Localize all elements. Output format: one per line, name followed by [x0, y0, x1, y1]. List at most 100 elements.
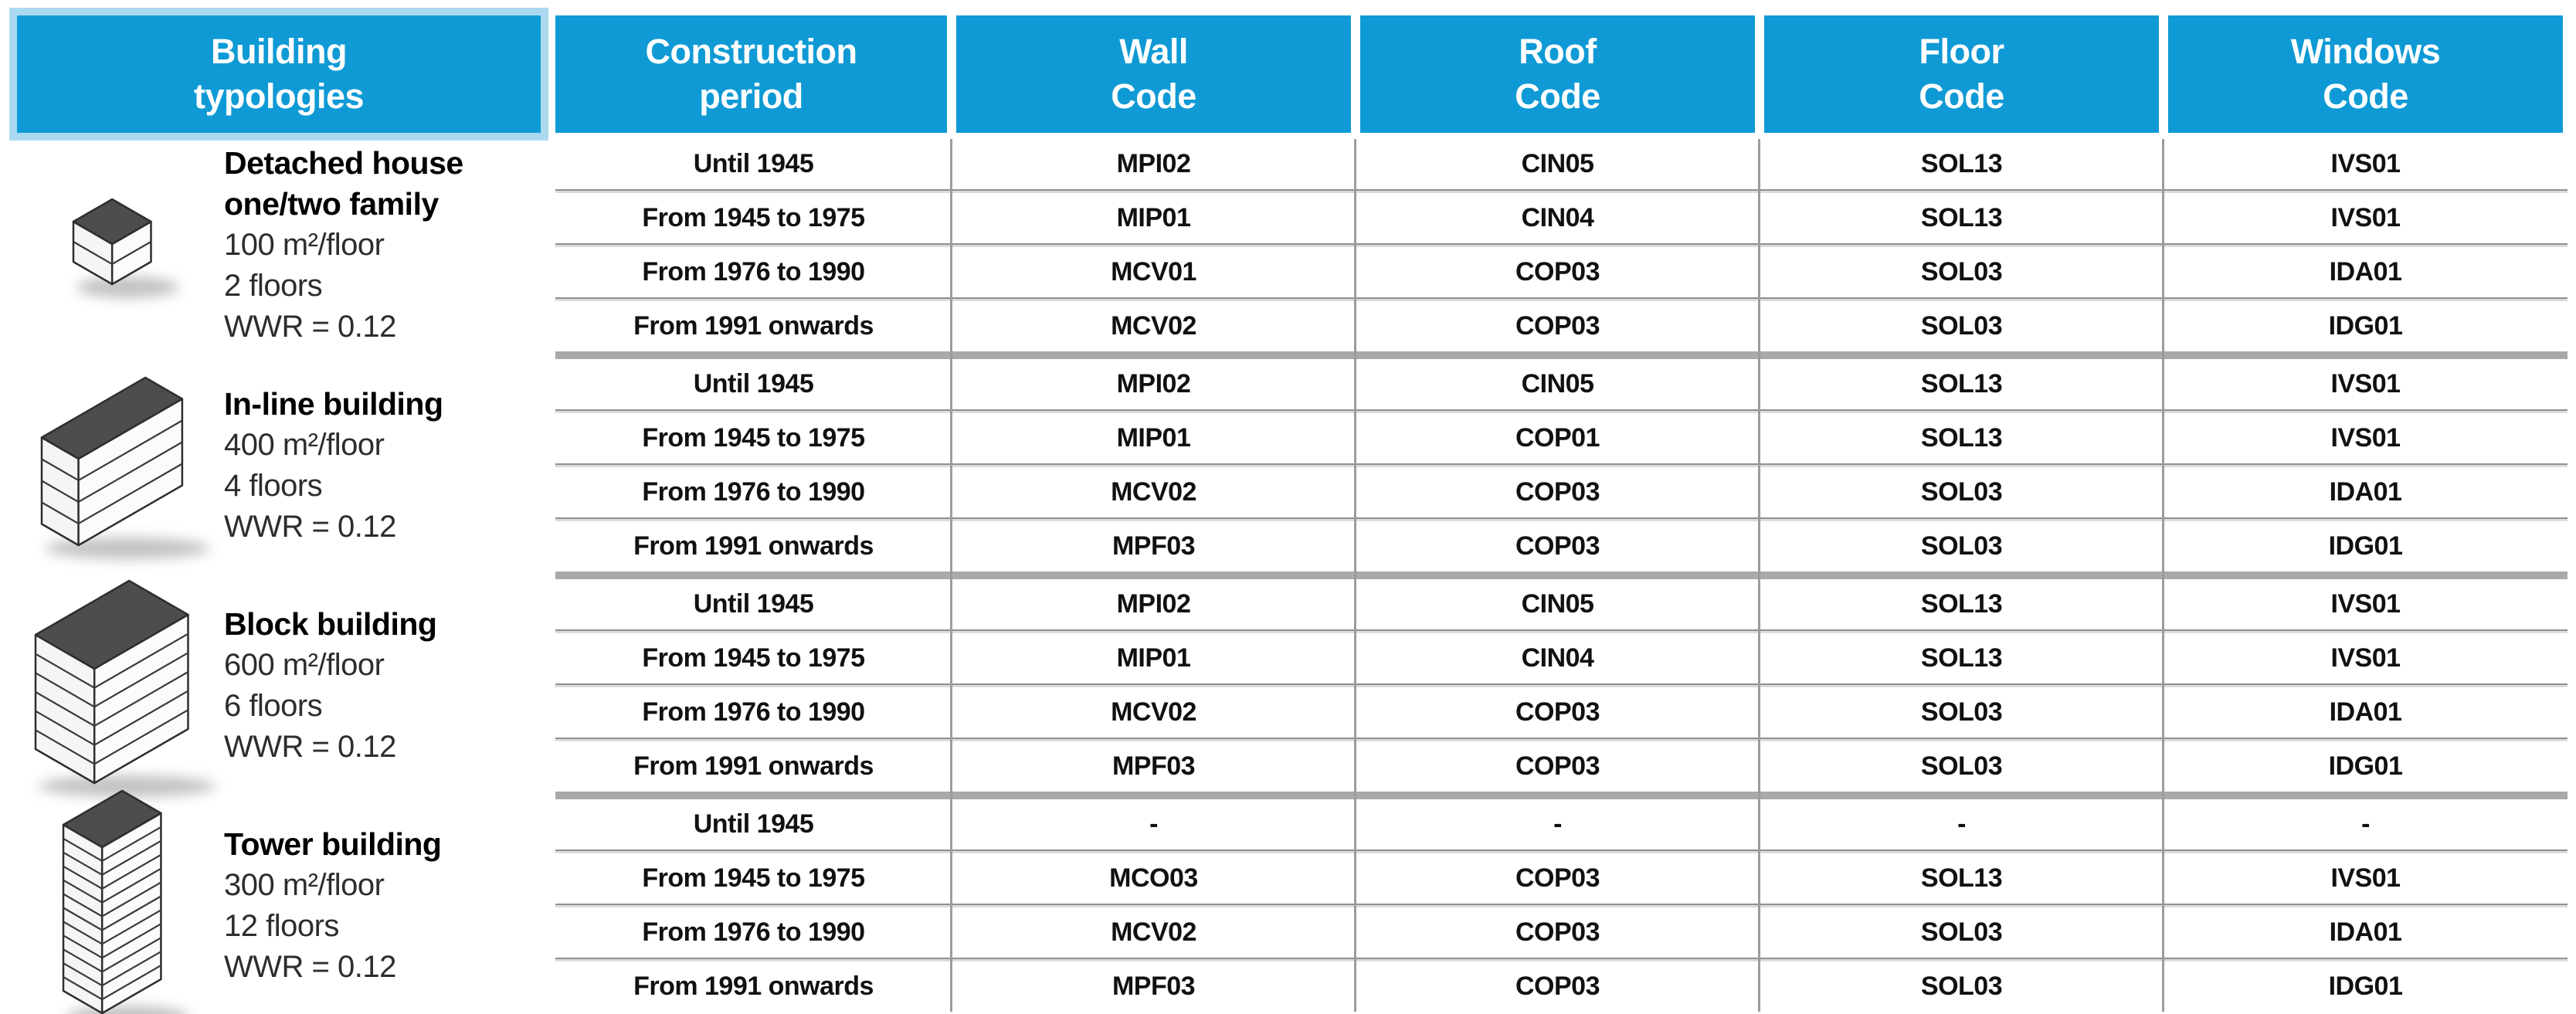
windows-code-cell: IVS01 — [2330, 423, 2401, 453]
wall-code-cell: MPI02 — [1116, 589, 1191, 619]
construction-period-cell: From 1945 to 1975 — [642, 203, 865, 232]
table-row: Until 1945 MPI02 CIN05 SOL13 IVS01 — [555, 139, 2576, 189]
windows-code-cell: IVS01 — [2330, 643, 2401, 673]
roof-code-cell: CIN05 — [1521, 149, 1594, 178]
construction-period-cell: From 1991 onwards — [633, 531, 874, 561]
header-windows-code: Windows Code — [2168, 15, 2563, 133]
icon-box — [0, 780, 224, 1014]
typology-info: Detached house one/two family 100 m²/flo… — [224, 143, 555, 348]
header-line: Construction — [645, 32, 857, 71]
typology-area: 600 m²/floor — [224, 647, 385, 682]
windows-code-cell: IVS01 — [2330, 203, 2401, 232]
typology-floors: 2 floors — [224, 269, 323, 303]
floor-code-cell: SOL13 — [1920, 369, 2003, 398]
row-separator — [555, 958, 2568, 961]
roof-code-cell: COP03 — [1515, 863, 1600, 893]
table-row: Until 1945 - - - - — [555, 799, 2576, 850]
construction-period-cell: From 1976 to 1990 — [642, 917, 865, 947]
floor-code-cell: SOL13 — [1920, 643, 2003, 673]
windows-code-cell: IVS01 — [2330, 369, 2401, 398]
typology-name: Detached house — [224, 145, 463, 181]
roof-code-cell: CIN04 — [1521, 643, 1594, 673]
tower-building-icon — [62, 789, 188, 1014]
roof-code-cell: - — [1553, 809, 1562, 839]
table-row: Until 1945 MPI02 CIN05 SOL13 IVS01 — [555, 359, 2576, 409]
wall-code-cell: MCO03 — [1109, 863, 1198, 893]
construction-period-cell: From 1945 to 1975 — [642, 423, 865, 453]
wall-code-cell: MPF03 — [1112, 972, 1196, 1001]
row-separator — [555, 683, 2568, 687]
typology-name: In-line building — [224, 385, 443, 422]
detached-house-icon — [72, 198, 179, 298]
column-divider — [1354, 139, 1356, 1012]
windows-code-cell: IVS01 — [2330, 863, 2401, 893]
header-roof-code: Roof Code — [1360, 15, 1755, 133]
column-divider — [2162, 139, 2164, 1012]
floor-code-cell: SOL03 — [1920, 257, 2003, 287]
table-row: From 1945 to 1975 MIP01 COP01 SOL13 IVS0… — [555, 413, 2576, 463]
wall-code-cell: MCV01 — [1111, 257, 1196, 287]
column-divider — [1758, 139, 1760, 1012]
typology-info: Tower building 300 m²/floor 12 floors WW… — [224, 824, 555, 988]
table-row: From 1991 onwards MPF03 COP03 SOL03 IDG0… — [555, 741, 2576, 792]
header-line: period — [699, 76, 803, 116]
construction-period-cell: From 1991 onwards — [633, 972, 874, 1001]
row-separator — [555, 297, 2568, 301]
table-body: Detached house one/two family 100 m²/flo… — [0, 139, 2576, 1014]
group-separator — [555, 351, 2568, 359]
typology-wwr: WWR = 0.12 — [224, 949, 396, 984]
row-separator — [555, 517, 2568, 521]
roof-code-cell: COP03 — [1515, 477, 1600, 507]
header-line: typologies — [193, 76, 365, 116]
roof-code-cell: COP03 — [1515, 531, 1600, 561]
typology-wwr: WWR = 0.12 — [224, 729, 396, 764]
roof-code-cell: COP03 — [1515, 311, 1600, 341]
typology-cell: Block building 600 m²/floor 6 floors WWR… — [0, 579, 555, 797]
floor-code-cell: - — [1957, 809, 1966, 839]
in-line-building-icon — [40, 376, 210, 559]
typology-group-tower-building: Tower building 300 m²/floor 12 floors WW… — [0, 789, 2576, 1014]
block-building-icon — [35, 579, 216, 797]
roof-code-cell: COP03 — [1515, 751, 1600, 781]
windows-code-cell: IDG01 — [2328, 311, 2403, 341]
wall-code-cell: MIP01 — [1116, 643, 1191, 673]
table-row: Until 1945 MPI02 CIN05 SOL13 IVS01 — [555, 579, 2576, 629]
wall-code-cell: MCV02 — [1111, 697, 1196, 727]
wall-code-cell: MCV02 — [1111, 311, 1196, 341]
header-building-typologies: Building typologies — [9, 8, 548, 141]
wall-code-cell: MCV02 — [1111, 917, 1196, 947]
typology-name: one/two family — [224, 186, 439, 222]
icon-box — [0, 367, 224, 564]
floor-code-cell: SOL13 — [1920, 149, 2003, 178]
table-row: From 1991 onwards MPF03 COP03 SOL03 IDG0… — [555, 961, 2576, 1012]
header-construction-period: Construction period — [555, 15, 947, 133]
wall-code-cell: MIP01 — [1116, 203, 1191, 232]
windows-code-cell: IVS01 — [2330, 589, 2401, 619]
roof-code-cell: CIN05 — [1521, 369, 1594, 398]
windows-code-cell: IDA01 — [2329, 257, 2402, 287]
windows-code-cell: IDA01 — [2329, 917, 2402, 947]
wall-code-cell: MPF03 — [1112, 751, 1196, 781]
typology-wwr: WWR = 0.12 — [224, 310, 396, 344]
roof-code-cell: CIN04 — [1521, 203, 1594, 232]
table-row: From 1991 onwards MCV02 COP03 SOL03 IDG0… — [555, 301, 2576, 351]
construction-period-cell: Until 1945 — [693, 589, 814, 619]
typology-cell: Tower building 300 m²/floor 12 floors WW… — [0, 789, 555, 1014]
header-line: Wall — [1119, 32, 1188, 71]
table-row: From 1976 to 1990 MCV02 COP03 SOL03 IDA0… — [555, 467, 2576, 517]
typology-group-in-line-building: In-line building 400 m²/floor 4 floors W… — [0, 359, 2576, 571]
typology-group-block-building: Block building 600 m²/floor 6 floors WWR… — [0, 579, 2576, 797]
typology-floors: 6 floors — [224, 688, 323, 723]
floor-code-cell: SOL03 — [1920, 311, 2003, 341]
group-rows: Until 1945 MPI02 CIN05 SOL13 IVS01 From … — [555, 359, 2576, 571]
table-row: From 1945 to 1975 MCO03 COP03 SOL13 IVS0… — [555, 853, 2576, 904]
floor-code-cell: SOL03 — [1920, 697, 2003, 727]
group-rows: Until 1945 - - - - From 1945 to 1975 MCO… — [555, 799, 2576, 1012]
typology-floors: 12 floors — [224, 908, 339, 943]
wall-code-cell: - — [1149, 809, 1158, 839]
wall-code-cell: MPI02 — [1116, 369, 1191, 398]
typology-name: Block building — [224, 605, 437, 642]
table-row: From 1991 onwards MPF03 COP03 SOL03 IDG0… — [555, 521, 2576, 571]
wall-code-cell: MPF03 — [1112, 531, 1196, 561]
